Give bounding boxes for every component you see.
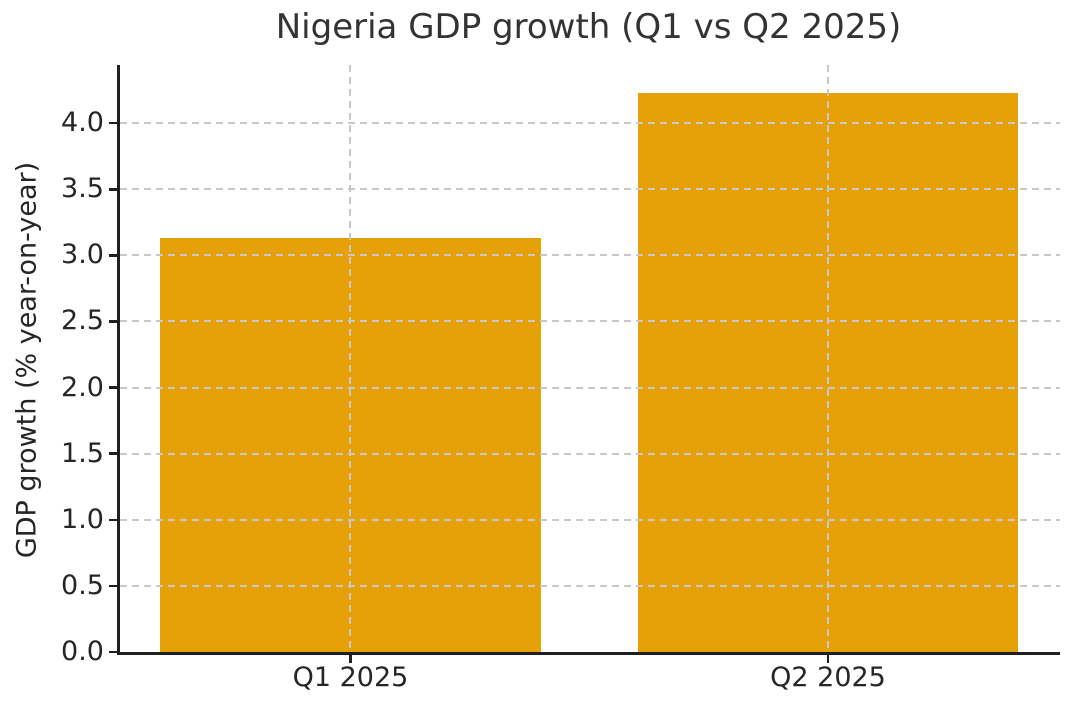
y-tick-mark xyxy=(109,254,117,257)
y-tick-mark xyxy=(109,320,117,323)
y-tick-label: 2.5 xyxy=(61,305,104,337)
y-tick-label: 1.5 xyxy=(61,437,104,469)
y-tick-label: 3.5 xyxy=(61,173,104,205)
y-tick-mark xyxy=(109,452,117,455)
y-tick-label: 0.0 xyxy=(61,636,104,667)
y-tick-label: 2.0 xyxy=(61,371,104,403)
horizontal-gridline xyxy=(120,386,1060,389)
horizontal-gridline xyxy=(120,254,1060,257)
horizontal-gridline xyxy=(120,188,1060,191)
y-tick-mark xyxy=(109,584,117,588)
y-tick-mark xyxy=(109,121,117,125)
plot-area xyxy=(117,65,1060,655)
y-tick-label: 3.0 xyxy=(61,239,104,271)
x-tick-mark xyxy=(349,655,352,663)
x-tick-label: Q2 2025 xyxy=(770,662,886,693)
y-tick-label: 1.0 xyxy=(61,503,104,535)
horizontal-gridline xyxy=(120,452,1060,455)
horizontal-gridline xyxy=(120,320,1060,323)
y-axis-label: GDP growth (% year-on-year) xyxy=(11,161,43,559)
y-tick-mark xyxy=(109,386,117,389)
y-tick-mark xyxy=(109,188,117,191)
horizontal-gridline xyxy=(120,122,1060,125)
y-tick-mark xyxy=(109,518,117,522)
x-tick-label: Q1 2025 xyxy=(292,662,409,693)
y-tick-label: 0.5 xyxy=(61,569,104,601)
x-tick-mark xyxy=(826,655,830,663)
horizontal-gridline xyxy=(120,518,1060,521)
y-tick-label: 4.0 xyxy=(61,107,104,139)
y-tick-mark xyxy=(109,650,117,654)
vertical-gridline xyxy=(827,65,829,652)
chart-title: Nigeria GDP growth (Q1 vs Q2 2025) xyxy=(275,7,902,47)
horizontal-gridline xyxy=(120,584,1060,587)
vertical-gridline xyxy=(349,65,352,652)
